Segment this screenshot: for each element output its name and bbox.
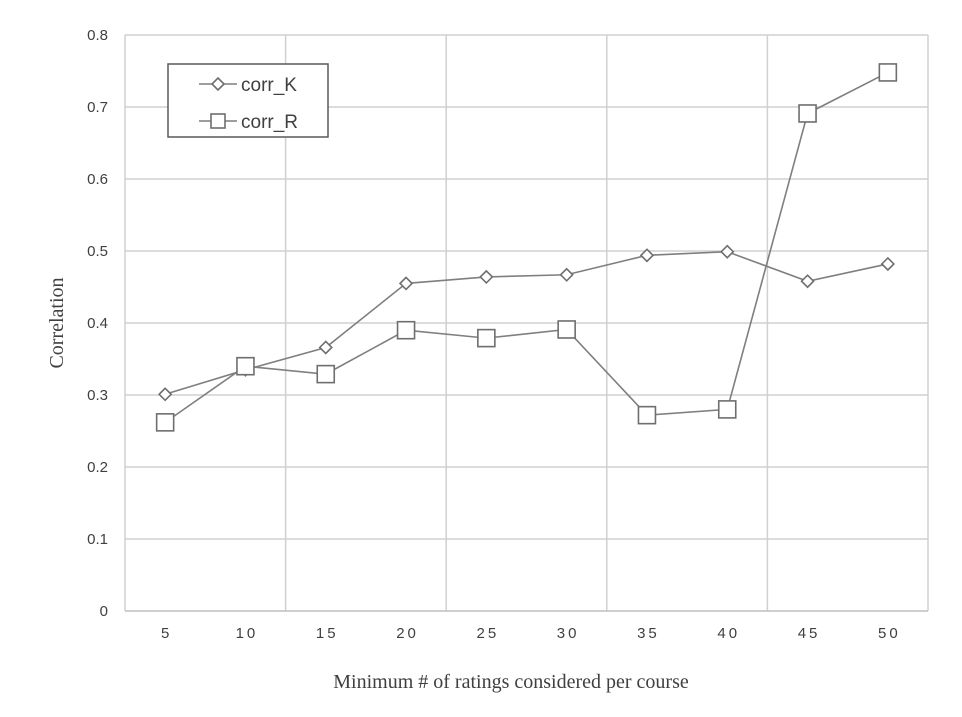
x-tick-label: 30: [557, 625, 580, 642]
data-point: [639, 248, 655, 263]
data-point: [236, 356, 255, 376]
x-tick-label: 25: [477, 625, 500, 642]
series-layer: [155, 63, 898, 432]
data-point: [800, 274, 815, 289]
data-point: [878, 63, 898, 82]
legend-marker: [210, 76, 226, 92]
y-tick-label: 0.4: [87, 315, 108, 332]
y-tick-label: 0: [100, 603, 108, 620]
data-point: [557, 320, 576, 339]
data-point: [559, 267, 574, 282]
data-point: [717, 400, 737, 419]
series-line: [164, 250, 889, 396]
legend-label: corr_K: [241, 75, 297, 96]
y-tick-label: 0.6: [87, 171, 108, 188]
data-point: [155, 413, 175, 432]
y-tick-label: 0.8: [87, 27, 108, 44]
gridlines: [124, 34, 929, 611]
data-point: [398, 276, 414, 291]
legend: corr_K corr_R: [167, 63, 329, 138]
x-tick-label: 40: [717, 625, 740, 642]
data-point: [479, 269, 494, 285]
legend-box: [167, 63, 329, 138]
y-tick-label: 0.5: [87, 243, 108, 260]
y-axis-title: Correlation: [46, 277, 68, 368]
series-corr-r: [155, 63, 898, 432]
x-tick-label: 45: [798, 625, 821, 642]
legend-marker: [210, 113, 226, 129]
x-tick-label: 50: [878, 625, 901, 642]
legend-label: corr_R: [241, 112, 298, 133]
data-point: [158, 387, 173, 402]
x-tick-label: 20: [396, 625, 419, 642]
data-point: [318, 340, 333, 355]
data-point: [720, 244, 735, 259]
data-point: [637, 405, 657, 425]
y-tick-label: 0.2: [87, 459, 108, 476]
x-tick-label: 35: [637, 625, 660, 642]
axes: 0 0.1 0.2 0.3 0.4 0.5 0.6 0.7 0.8 5 10 15 20 25 30 35 40…: [87, 27, 928, 642]
data-point: [880, 256, 895, 272]
x-tick-label: 15: [316, 625, 339, 642]
data-point: [396, 320, 416, 340]
series-line: [164, 71, 889, 424]
y-tick-label: 0.7: [87, 99, 108, 116]
x-tick-label: 10: [236, 625, 259, 642]
legend-item: corr_R: [199, 112, 298, 133]
x-tick-label: 5: [161, 625, 172, 642]
y-tick-label: 0.1: [87, 531, 108, 548]
y-tick-label: 0.3: [87, 387, 108, 404]
data-point: [798, 104, 817, 123]
x-axis-title: Minimum # of ratings considered per cour…: [333, 671, 689, 693]
legend-item: corr_K: [199, 75, 297, 96]
data-point: [477, 328, 496, 348]
data-point: [316, 364, 336, 384]
series-corr-k: [158, 244, 895, 402]
